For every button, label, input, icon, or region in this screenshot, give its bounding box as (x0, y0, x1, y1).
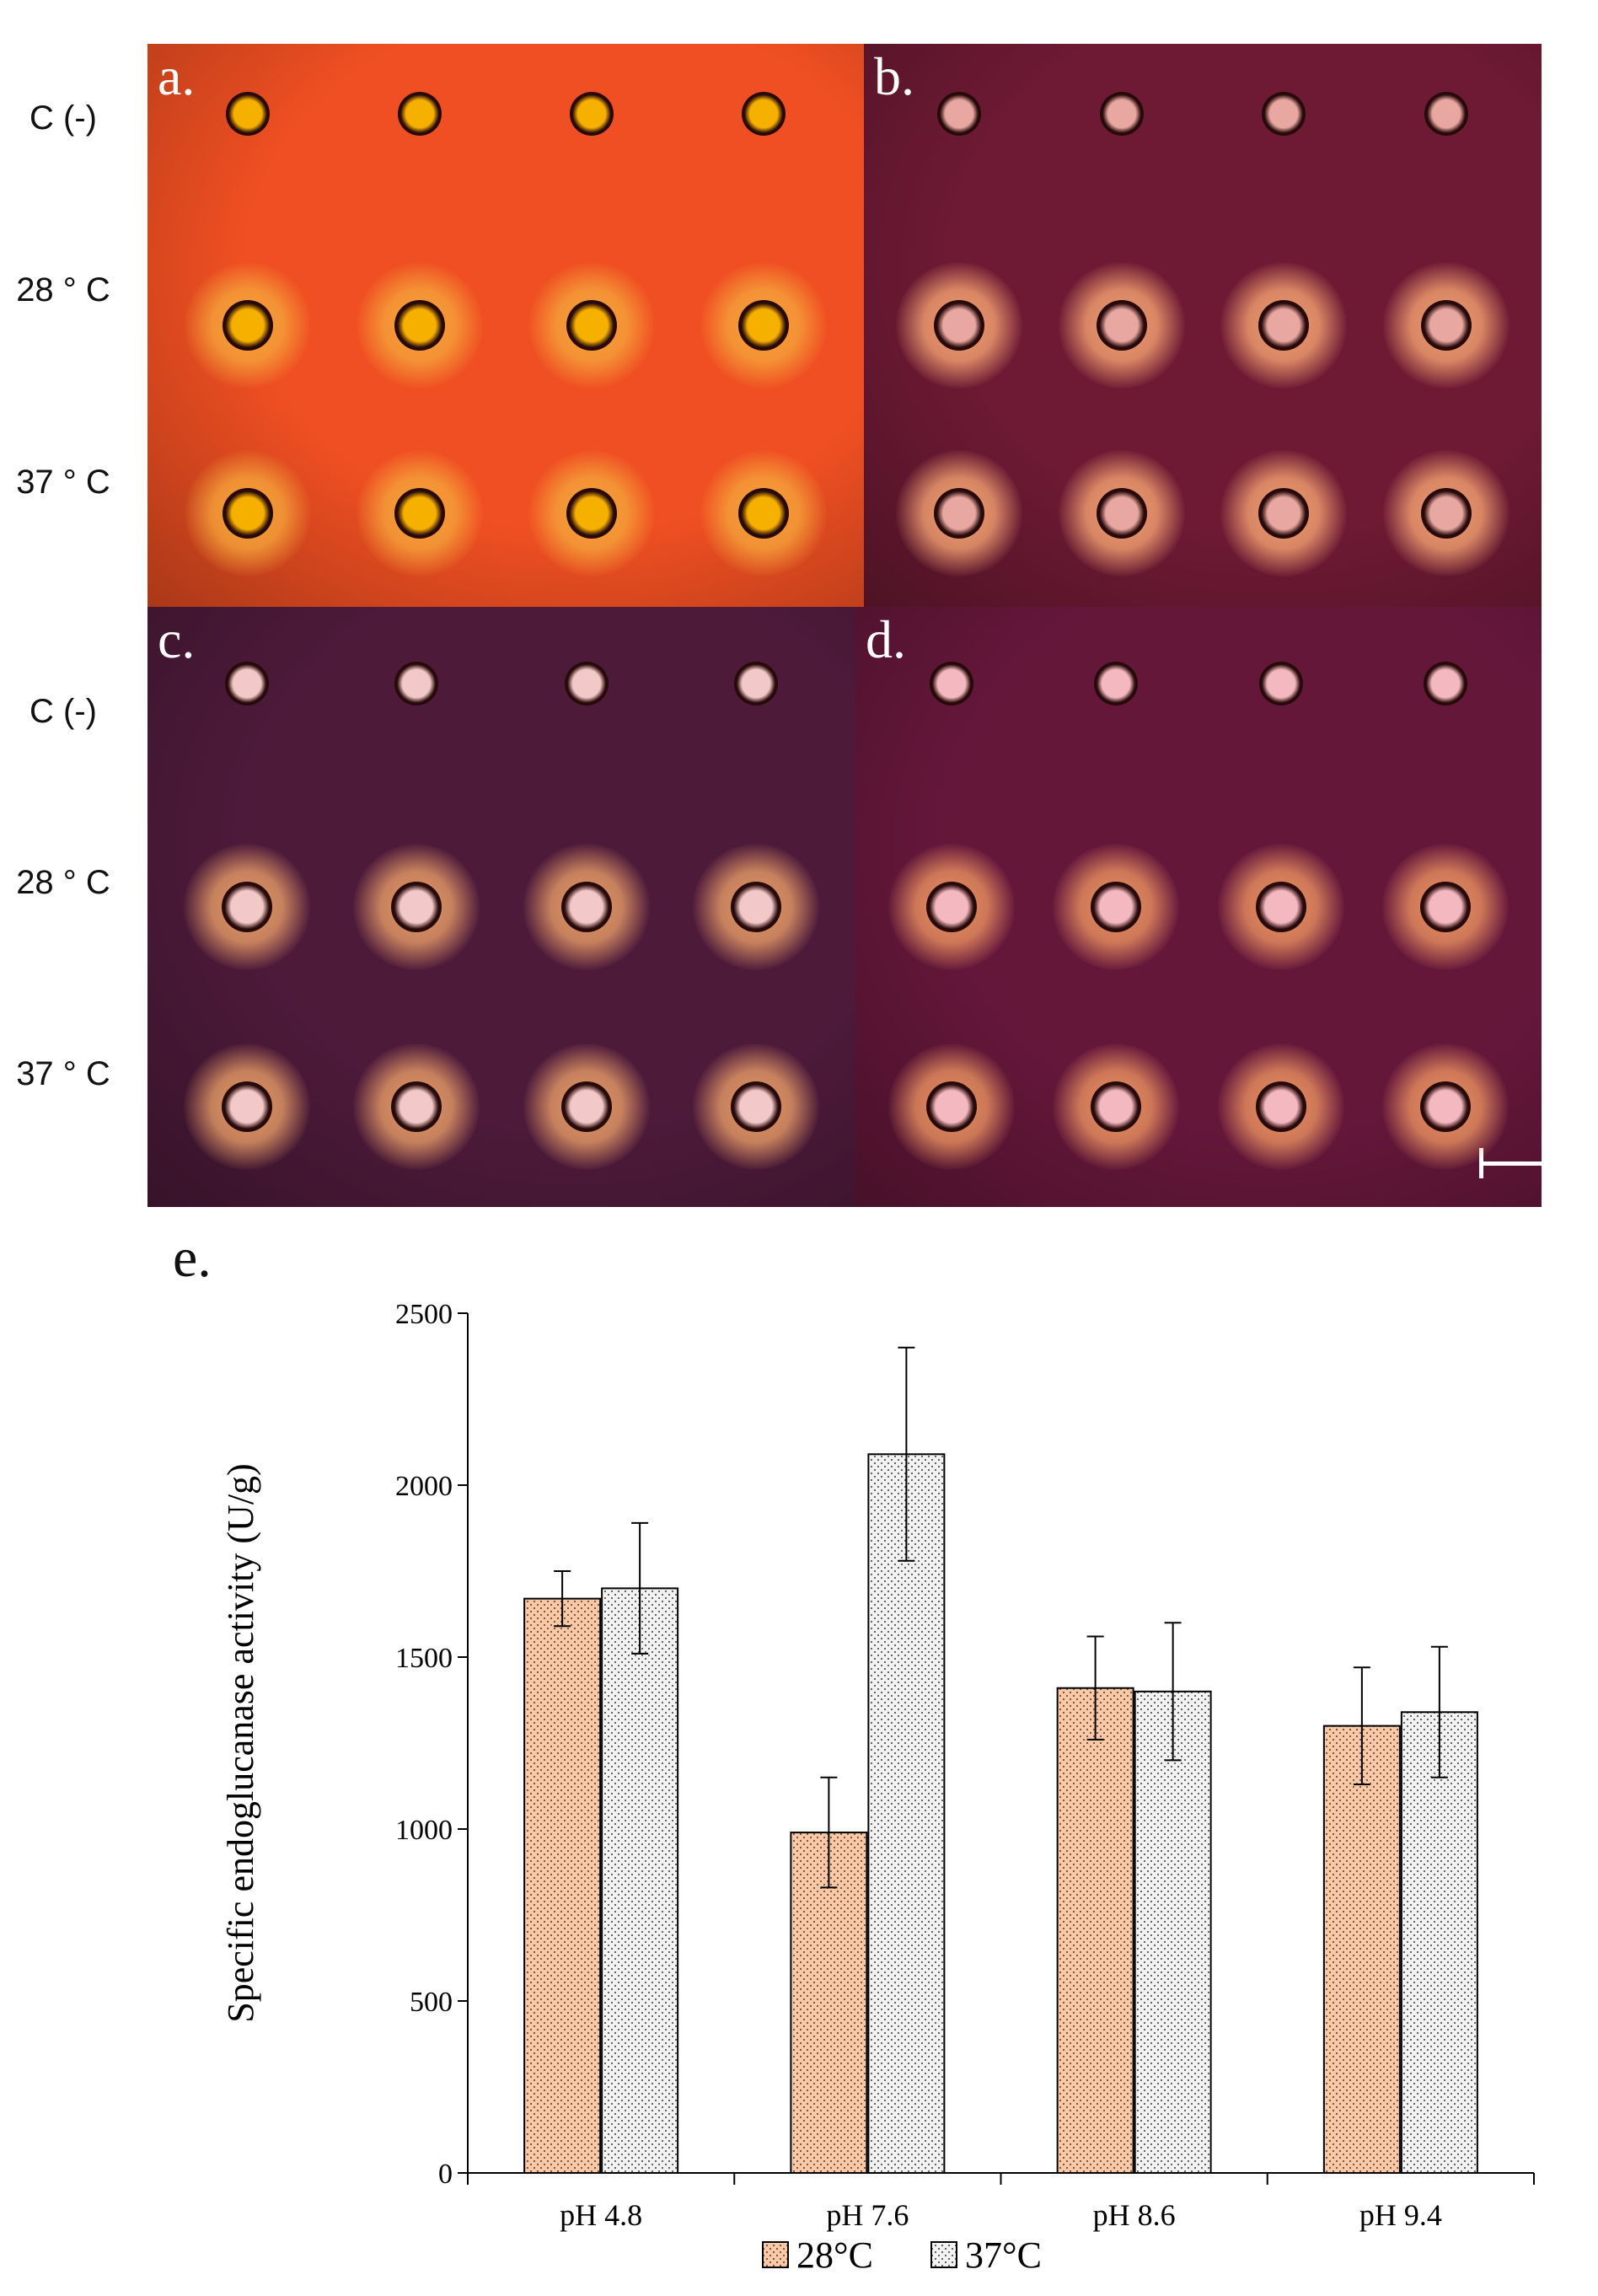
y-tick-label: 1500 (395, 1643, 453, 1674)
colony-well (1255, 1081, 1306, 1133)
colony-well (1096, 300, 1147, 351)
y-tick-label: 500 (410, 1987, 453, 2018)
colony-well (1421, 487, 1472, 539)
y-tick-label: 2000 (395, 1471, 453, 1502)
colony-well (933, 300, 984, 351)
colony-well (742, 92, 786, 137)
colony-well (391, 882, 442, 932)
colony-well (221, 882, 272, 932)
y-tick-label: 1000 (395, 1815, 453, 1846)
x-tick-label: pH 9.4 (1359, 2198, 1442, 2232)
colony-well (738, 487, 789, 539)
colony-well (1091, 1081, 1142, 1133)
bar-28c (1322, 1725, 1401, 2174)
bar-37c (1400, 1711, 1478, 2174)
colony-well (936, 92, 981, 137)
legend-label-37c: 37°C (965, 2234, 1042, 2276)
bar-37c (1134, 1690, 1212, 2174)
y-tick-label: 0 (438, 2159, 453, 2190)
colony-well (1091, 882, 1142, 932)
panel-label-c: c. (158, 609, 196, 669)
legend-swatch-37c (930, 2241, 957, 2268)
colony-well (221, 1081, 272, 1133)
row-label-37c-bottom: 37 ° C (16, 1055, 110, 1092)
colony-well (929, 661, 973, 705)
colony-well (925, 1081, 977, 1133)
colony-well (223, 300, 273, 351)
bar-28c (1056, 1687, 1134, 2174)
plate-photo-d: d. (855, 607, 1542, 1207)
colony-well (1258, 487, 1310, 539)
colony-well (1099, 92, 1144, 137)
y-tick-label: 2500 (395, 1299, 453, 1330)
colony-well (391, 1081, 442, 1133)
panel-label-e: e. (173, 1227, 212, 1289)
x-tick-label: pH 8.6 (1093, 2198, 1176, 2232)
colony-well (1420, 882, 1472, 932)
bar-chart: 0 500 1000 1500 2000 2500 Specific endoglucana… (220, 1299, 1535, 2276)
colony-well (933, 487, 984, 539)
plate-photo-b: b. (864, 44, 1542, 607)
colony-well (1420, 1081, 1472, 1133)
colony-well (566, 487, 617, 539)
colony-well (925, 882, 977, 932)
colony-well (560, 882, 612, 932)
row-label-control-top: C (-) (29, 99, 97, 137)
legend-swatch-28c (762, 2241, 789, 2268)
colony-well (1094, 661, 1139, 705)
colony-well (560, 1081, 612, 1133)
bar-37c (867, 1453, 946, 2174)
bar-28c (523, 1597, 602, 2174)
row-label-control-bottom: C (-) (29, 693, 97, 730)
colony-well (564, 661, 609, 705)
colony-well (734, 661, 779, 705)
x-tick-label: pH 4.8 (560, 2198, 642, 2232)
panel-label-d: d. (866, 609, 906, 669)
colony-well (398, 92, 442, 137)
legend-label-28c: 28°C (796, 2234, 873, 2276)
colony-well (223, 487, 273, 539)
colony-well (738, 300, 789, 351)
colony-well (1258, 661, 1303, 705)
row-label-28c-bottom: 28 ° C (16, 864, 110, 901)
colony-well (1262, 92, 1306, 137)
panel-label-b: b. (874, 46, 914, 106)
colony-well (566, 300, 617, 351)
colony-well (394, 661, 439, 705)
colony-well (1096, 487, 1147, 539)
scale-bar-left-tick (1479, 1148, 1483, 1178)
colony-well (1421, 300, 1472, 351)
plate-photo-a: a. (147, 44, 864, 607)
colony-well (1424, 92, 1469, 137)
colony-well (731, 882, 782, 932)
colony-well (226, 92, 270, 137)
colony-well (570, 92, 614, 137)
y-axis-label: Specific endoglucanase activity (U/g) (220, 1463, 261, 2022)
colony-well (394, 487, 445, 539)
row-label-28c-top: 28 ° C (16, 271, 110, 308)
colony-well (1258, 300, 1310, 351)
colony-well (1255, 882, 1306, 932)
colony-well (1424, 661, 1468, 705)
colony-well (224, 661, 269, 705)
colony-well (394, 300, 445, 351)
bar-28c (790, 1832, 868, 2175)
scale-bar (1479, 1161, 1542, 1166)
panel-label-a: a. (158, 46, 196, 106)
bar-37c (601, 1587, 679, 2174)
plate-photo-c: c. (147, 607, 855, 1207)
row-label-37c-top: 37 ° C (16, 464, 110, 501)
colony-well (731, 1081, 782, 1133)
x-tick-label: pH 7.6 (826, 2198, 909, 2232)
